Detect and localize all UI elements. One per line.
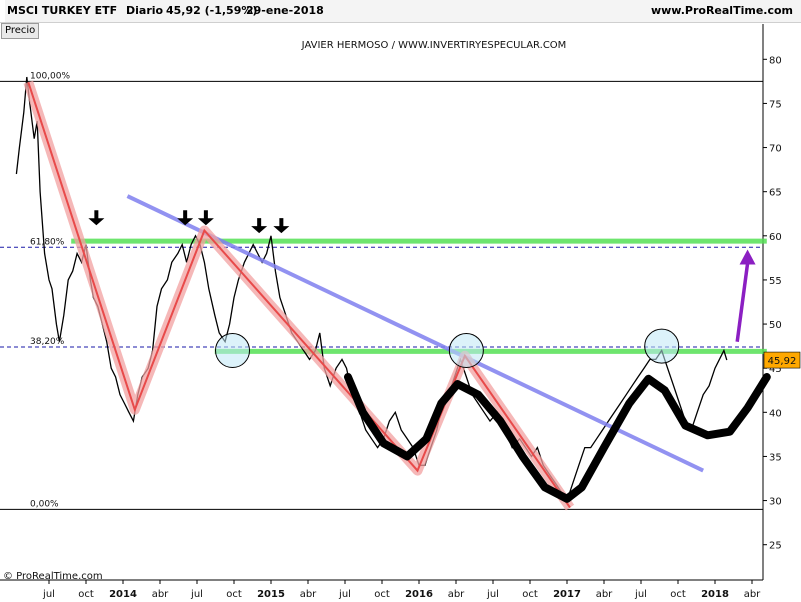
price-tab[interactable]: Precio — [1, 23, 40, 39]
site-label[interactable]: www.ProRealTime.com — [650, 4, 793, 17]
instrument-title: MSCI TURKEY ETF — [7, 4, 118, 17]
fib-level-label: 61,80% — [30, 237, 65, 247]
x-tick-label: jul — [486, 589, 499, 600]
date-label: 29-ene-2018 — [246, 4, 324, 17]
x-tick-label: 2017 — [553, 589, 581, 600]
x-tick-label: jul — [634, 589, 647, 600]
x-tick-label: oct — [522, 589, 538, 600]
down-arrow-icon — [273, 218, 290, 234]
down-arrow-icon — [177, 210, 194, 226]
price-series-line — [15, 76, 728, 503]
y-tick-label: 50 — [769, 320, 782, 331]
x-tick-label: oct — [226, 589, 242, 600]
y-tick-label: 25 — [769, 541, 782, 552]
top-bar-handle — [0, 0, 5, 22]
watermark-text: © ProRealTime.com — [3, 571, 103, 582]
y-tick-label: 75 — [769, 99, 782, 110]
zigzag-band — [23, 80, 575, 511]
highlight-circle — [644, 328, 680, 364]
frequency-label[interactable]: Diario — [126, 4, 164, 17]
up-arrow-shaft — [735, 263, 750, 342]
fib-level-label: 100,00% — [30, 71, 70, 81]
y-tick-label: 80 — [769, 55, 782, 66]
trendline — [126, 194, 705, 473]
x-tick-label: jul — [42, 589, 55, 600]
x-tick-label: oct — [670, 589, 686, 600]
y-tick-label: 35 — [769, 452, 782, 463]
annotation-text: JAVIER HERMOSO / WWW.INVERTIRYESPECULAR.… — [301, 40, 567, 51]
zigzag-line — [27, 81, 571, 509]
x-tick-label: abr — [300, 589, 317, 600]
y-tick-label: 60 — [769, 232, 782, 243]
y-tick-label: 40 — [769, 408, 782, 419]
down-arrow-icon — [251, 218, 268, 234]
x-tick-label: 2018 — [701, 589, 729, 600]
y-tick-label: 65 — [769, 188, 782, 199]
fib-level-label: 0,00% — [30, 499, 59, 509]
last-price-tag — [763, 351, 801, 369]
up-arrow-icon — [739, 249, 756, 265]
last-value-label: 45,92 (-1,59%) — [166, 4, 258, 17]
top-bar: MSCI TURKEY ETF Diario 45,92 (-1,59%) 29… — [0, 0, 801, 23]
x-tick-label: 2016 — [405, 589, 433, 600]
x-tick-label: 2014 — [109, 589, 137, 600]
cycle-curve — [344, 373, 771, 503]
down-arrow-icon — [88, 210, 105, 226]
y-tick-label: 55 — [769, 276, 782, 287]
last-price-label: 45,92 — [768, 356, 797, 367]
x-tick-label: abr — [152, 589, 169, 600]
x-tick-label: abr — [448, 589, 465, 600]
highlight-circle — [448, 333, 484, 369]
x-tick-label: oct — [374, 589, 390, 600]
x-tick-label: abr — [596, 589, 613, 600]
x-tick-label: abr — [744, 589, 761, 600]
down-arrow-icon — [197, 210, 214, 226]
y-tick-label: 45 — [769, 364, 782, 375]
y-tick-label: 70 — [769, 144, 782, 155]
highlight-circle — [215, 333, 251, 369]
x-tick-label: 2015 — [257, 589, 285, 600]
fib-level-label: 38,20% — [30, 337, 65, 347]
x-tick-label: jul — [338, 589, 351, 600]
x-tick-label: jul — [190, 589, 203, 600]
y-tick-label: 30 — [769, 497, 782, 508]
x-tick-label: oct — [78, 589, 94, 600]
